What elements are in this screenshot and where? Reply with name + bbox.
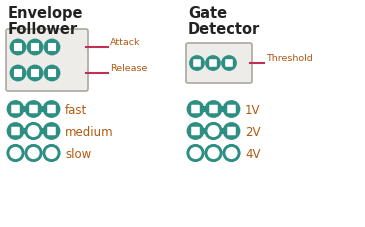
FancyBboxPatch shape <box>47 127 56 136</box>
Circle shape <box>224 146 239 161</box>
Text: Attack: Attack <box>110 38 141 47</box>
FancyBboxPatch shape <box>11 127 20 136</box>
FancyBboxPatch shape <box>47 149 56 158</box>
FancyBboxPatch shape <box>29 127 38 136</box>
Text: 2V: 2V <box>245 125 261 138</box>
Bar <box>196 129 214 134</box>
Circle shape <box>44 102 59 117</box>
FancyBboxPatch shape <box>191 149 200 158</box>
Text: fast: fast <box>65 103 87 116</box>
Circle shape <box>26 102 41 117</box>
FancyBboxPatch shape <box>31 70 39 78</box>
Circle shape <box>188 102 203 117</box>
FancyBboxPatch shape <box>11 105 20 114</box>
FancyBboxPatch shape <box>209 149 218 158</box>
Circle shape <box>8 124 23 139</box>
FancyBboxPatch shape <box>14 70 22 78</box>
FancyBboxPatch shape <box>29 149 38 158</box>
Circle shape <box>188 146 203 161</box>
FancyBboxPatch shape <box>186 44 252 84</box>
FancyBboxPatch shape <box>48 44 56 52</box>
Circle shape <box>26 146 41 161</box>
FancyBboxPatch shape <box>191 105 200 114</box>
Circle shape <box>8 102 23 117</box>
FancyBboxPatch shape <box>47 105 56 114</box>
Circle shape <box>45 67 59 81</box>
FancyBboxPatch shape <box>11 149 20 158</box>
Text: slow: slow <box>65 147 91 160</box>
Circle shape <box>28 41 42 55</box>
Text: Envelope
Follower: Envelope Follower <box>8 6 84 37</box>
FancyBboxPatch shape <box>31 44 39 52</box>
Circle shape <box>8 146 23 161</box>
FancyBboxPatch shape <box>209 105 218 114</box>
Text: 4V: 4V <box>245 147 261 160</box>
Bar <box>196 107 231 112</box>
Circle shape <box>11 67 25 81</box>
Circle shape <box>224 102 239 117</box>
Circle shape <box>206 102 221 117</box>
Circle shape <box>191 57 204 70</box>
Circle shape <box>188 124 203 139</box>
Circle shape <box>206 124 221 139</box>
Bar <box>214 129 231 134</box>
Circle shape <box>11 41 25 55</box>
FancyBboxPatch shape <box>227 127 236 136</box>
Text: Release: Release <box>110 64 147 73</box>
Circle shape <box>223 57 235 70</box>
FancyBboxPatch shape <box>209 60 217 67</box>
Text: 1V: 1V <box>245 103 261 116</box>
Circle shape <box>45 41 59 55</box>
Circle shape <box>28 67 42 81</box>
FancyBboxPatch shape <box>193 60 201 67</box>
Text: Gate
Detector: Gate Detector <box>188 6 260 37</box>
Bar <box>15 129 34 134</box>
FancyBboxPatch shape <box>6 30 88 92</box>
Circle shape <box>207 57 219 70</box>
Text: medium: medium <box>65 125 114 138</box>
Circle shape <box>44 124 59 139</box>
FancyBboxPatch shape <box>191 127 200 136</box>
FancyBboxPatch shape <box>14 44 22 52</box>
FancyBboxPatch shape <box>209 127 218 136</box>
FancyBboxPatch shape <box>227 149 236 158</box>
Text: Threshold: Threshold <box>266 54 313 63</box>
Circle shape <box>224 124 239 139</box>
Bar <box>15 107 51 112</box>
FancyBboxPatch shape <box>48 70 56 78</box>
Circle shape <box>44 146 59 161</box>
FancyBboxPatch shape <box>227 105 236 114</box>
Bar <box>34 129 51 134</box>
Circle shape <box>26 124 41 139</box>
FancyBboxPatch shape <box>225 60 233 67</box>
FancyBboxPatch shape <box>29 105 38 114</box>
Circle shape <box>206 146 221 161</box>
